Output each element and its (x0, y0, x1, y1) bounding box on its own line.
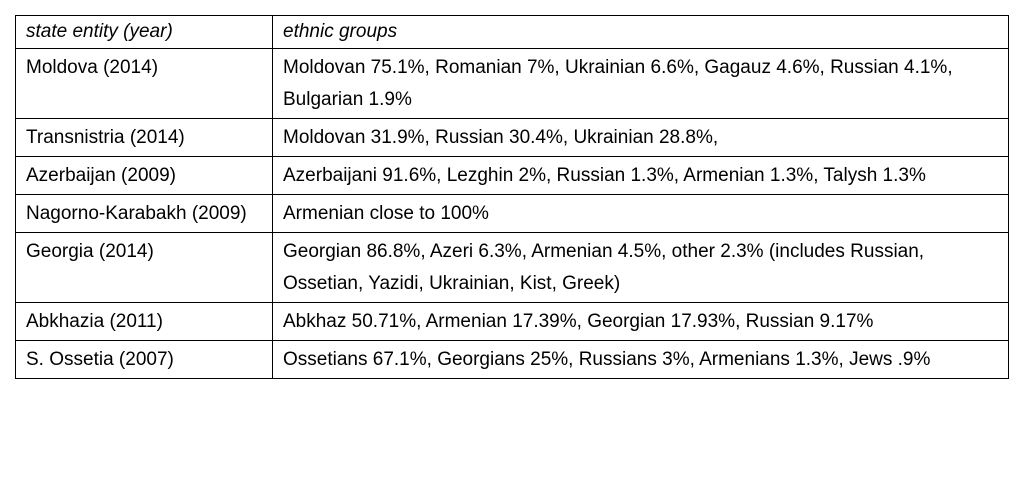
entity-cell: Nagorno-Karabakh (2009) (15, 194, 273, 233)
groups-cell: Moldovan 31.9%, Russian 30.4%, Ukrainian… (272, 118, 1009, 157)
groups-cell: Azerbaijani 91.6%, Lezghin 2%, Russian 1… (272, 156, 1009, 195)
header-cell: ethnic groups (272, 15, 1009, 49)
entity-cell: Moldova (2014) (15, 48, 273, 119)
entity-cell: Abkhazia (2011) (15, 302, 273, 341)
groups-cell: Armenian close to 100% (272, 194, 1009, 233)
table-container: state entity (year) ethnic groups Moldov… (15, 15, 1009, 379)
groups-cell: Georgian 86.8%, Azeri 6.3%, Armenian 4.5… (272, 232, 1009, 303)
ethnic-table: state entity (year) ethnic groups Moldov… (15, 15, 1009, 379)
entity-cell: S. Ossetia (2007) (15, 340, 273, 379)
table-body: Moldova (2014) Moldovan 75.1%, Romanian 7… (15, 48, 1009, 379)
table-row: S. Ossetia (2007) Ossetians 67.1%, Georgi… (15, 340, 1009, 379)
table-row: Georgia (2014) Georgian 86.8%, Azeri 6.3%… (15, 232, 1009, 303)
groups-cell: Ossetians 67.1%, Georgians 25%, Russians… (272, 340, 1009, 379)
entity-cell: Azerbaijan (2009) (15, 156, 273, 195)
table-row: Moldova (2014) Moldovan 75.1%, Romanian 7… (15, 48, 1009, 119)
groups-cell: Moldovan 75.1%, Romanian 7%, Ukrainian 6… (272, 48, 1009, 119)
groups-cell: Abkhaz 50.71%, Armenian 17.39%, Georgian… (272, 302, 1009, 341)
entity-cell: Georgia (2014) (15, 232, 273, 303)
header-row: state entity (year) ethnic groups (15, 15, 1009, 49)
table-row: Transnistria (2014) Moldovan 31.9%, Russi… (15, 118, 1009, 157)
entity-cell: Transnistria (2014) (15, 118, 273, 157)
header-cell: state entity (year) (15, 15, 273, 49)
table-row: Azerbaijan (2009) Azerbaijani 91.6%, Lezg… (15, 156, 1009, 195)
table-row: Nagorno-Karabakh (2009) Armenian close to… (15, 194, 1009, 233)
table-row: Abkhazia (2011) Abkhaz 50.71%, Armenian 1… (15, 302, 1009, 341)
